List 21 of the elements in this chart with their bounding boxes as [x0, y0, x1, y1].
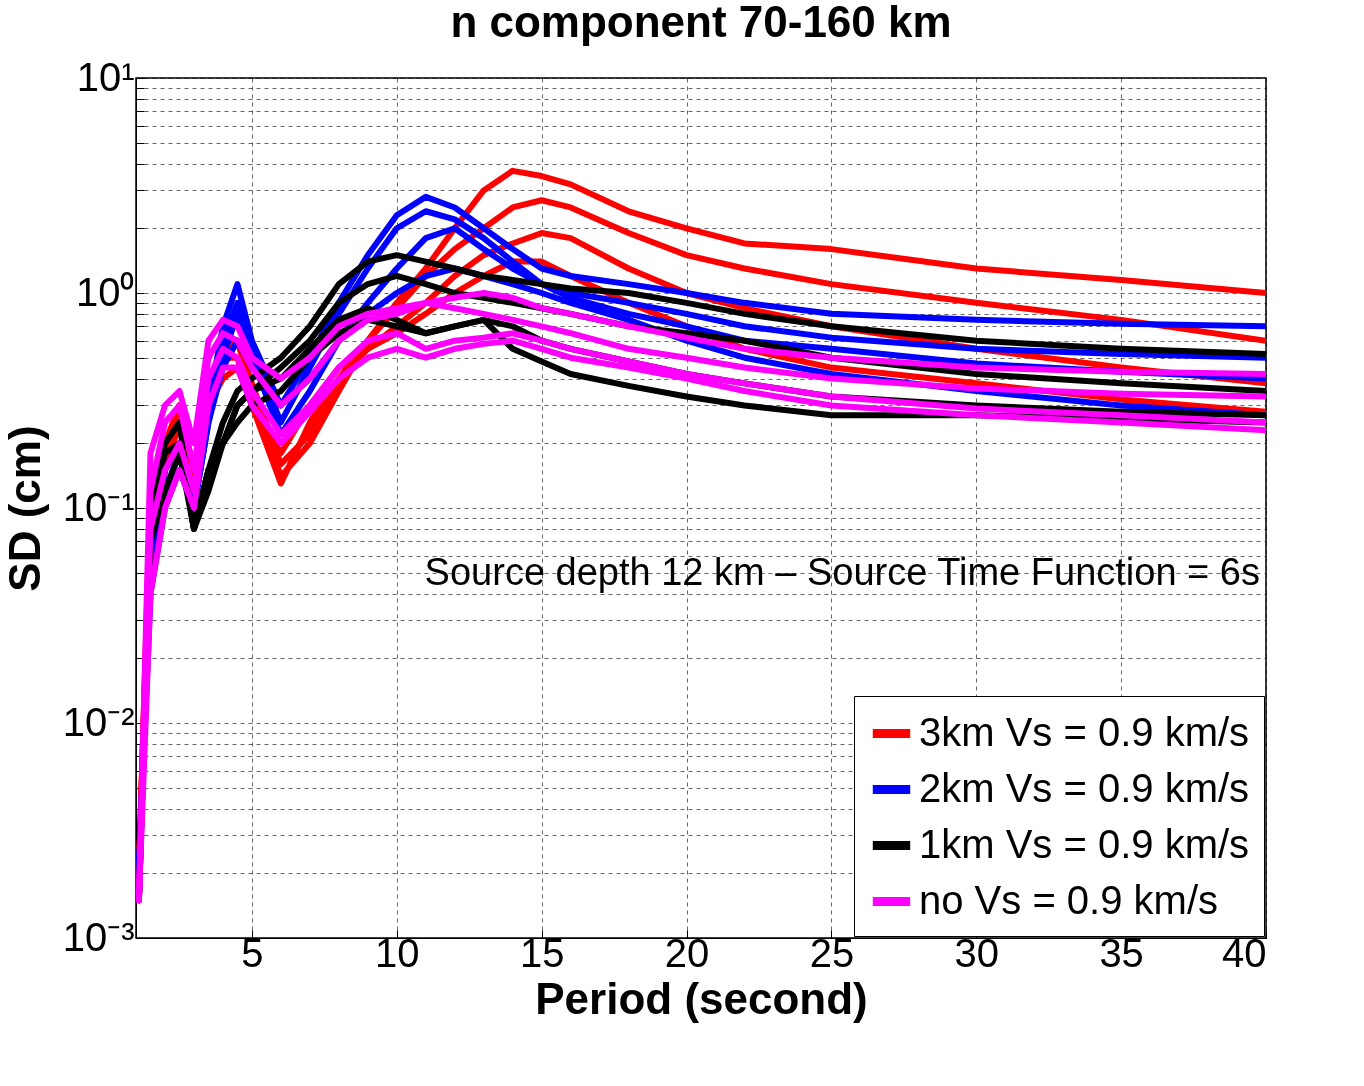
x-tick-label: 40 — [1222, 930, 1267, 975]
annotation: Source depth 12 km – Source Time Function = 6s — [424, 551, 1260, 593]
y-axis-title: SD (cm) — [0, 425, 49, 592]
x-axis-title: Period (second) — [535, 973, 868, 1023]
y-tick-label: 10⁰ — [76, 269, 135, 314]
y-tick-label: 10⁻¹ — [62, 484, 135, 529]
legend-label: 1km Vs = 0.9 km/s — [919, 821, 1250, 866]
y-tick-label: 10¹ — [76, 54, 135, 99]
legend-label: 3km Vs = 0.9 km/s — [919, 709, 1250, 754]
chart-title: n component 70-160 km — [450, 0, 952, 46]
x-tick-label: 20 — [664, 930, 710, 975]
x-tick-label: 35 — [1099, 930, 1144, 975]
x-tick-label: 5 — [241, 930, 264, 975]
legend-label: 2km Vs = 0.9 km/s — [919, 765, 1250, 810]
x-tick-label: 25 — [809, 930, 855, 975]
y-tick-label: 10⁻³ — [62, 914, 135, 959]
x-tick-label: 15 — [519, 930, 565, 975]
legend-label: no Vs = 0.9 km/s — [919, 877, 1219, 922]
x-tick-label: 10 — [375, 930, 420, 975]
y-tick-label: 10⁻² — [62, 699, 135, 744]
x-tick-label: 30 — [954, 930, 1000, 975]
